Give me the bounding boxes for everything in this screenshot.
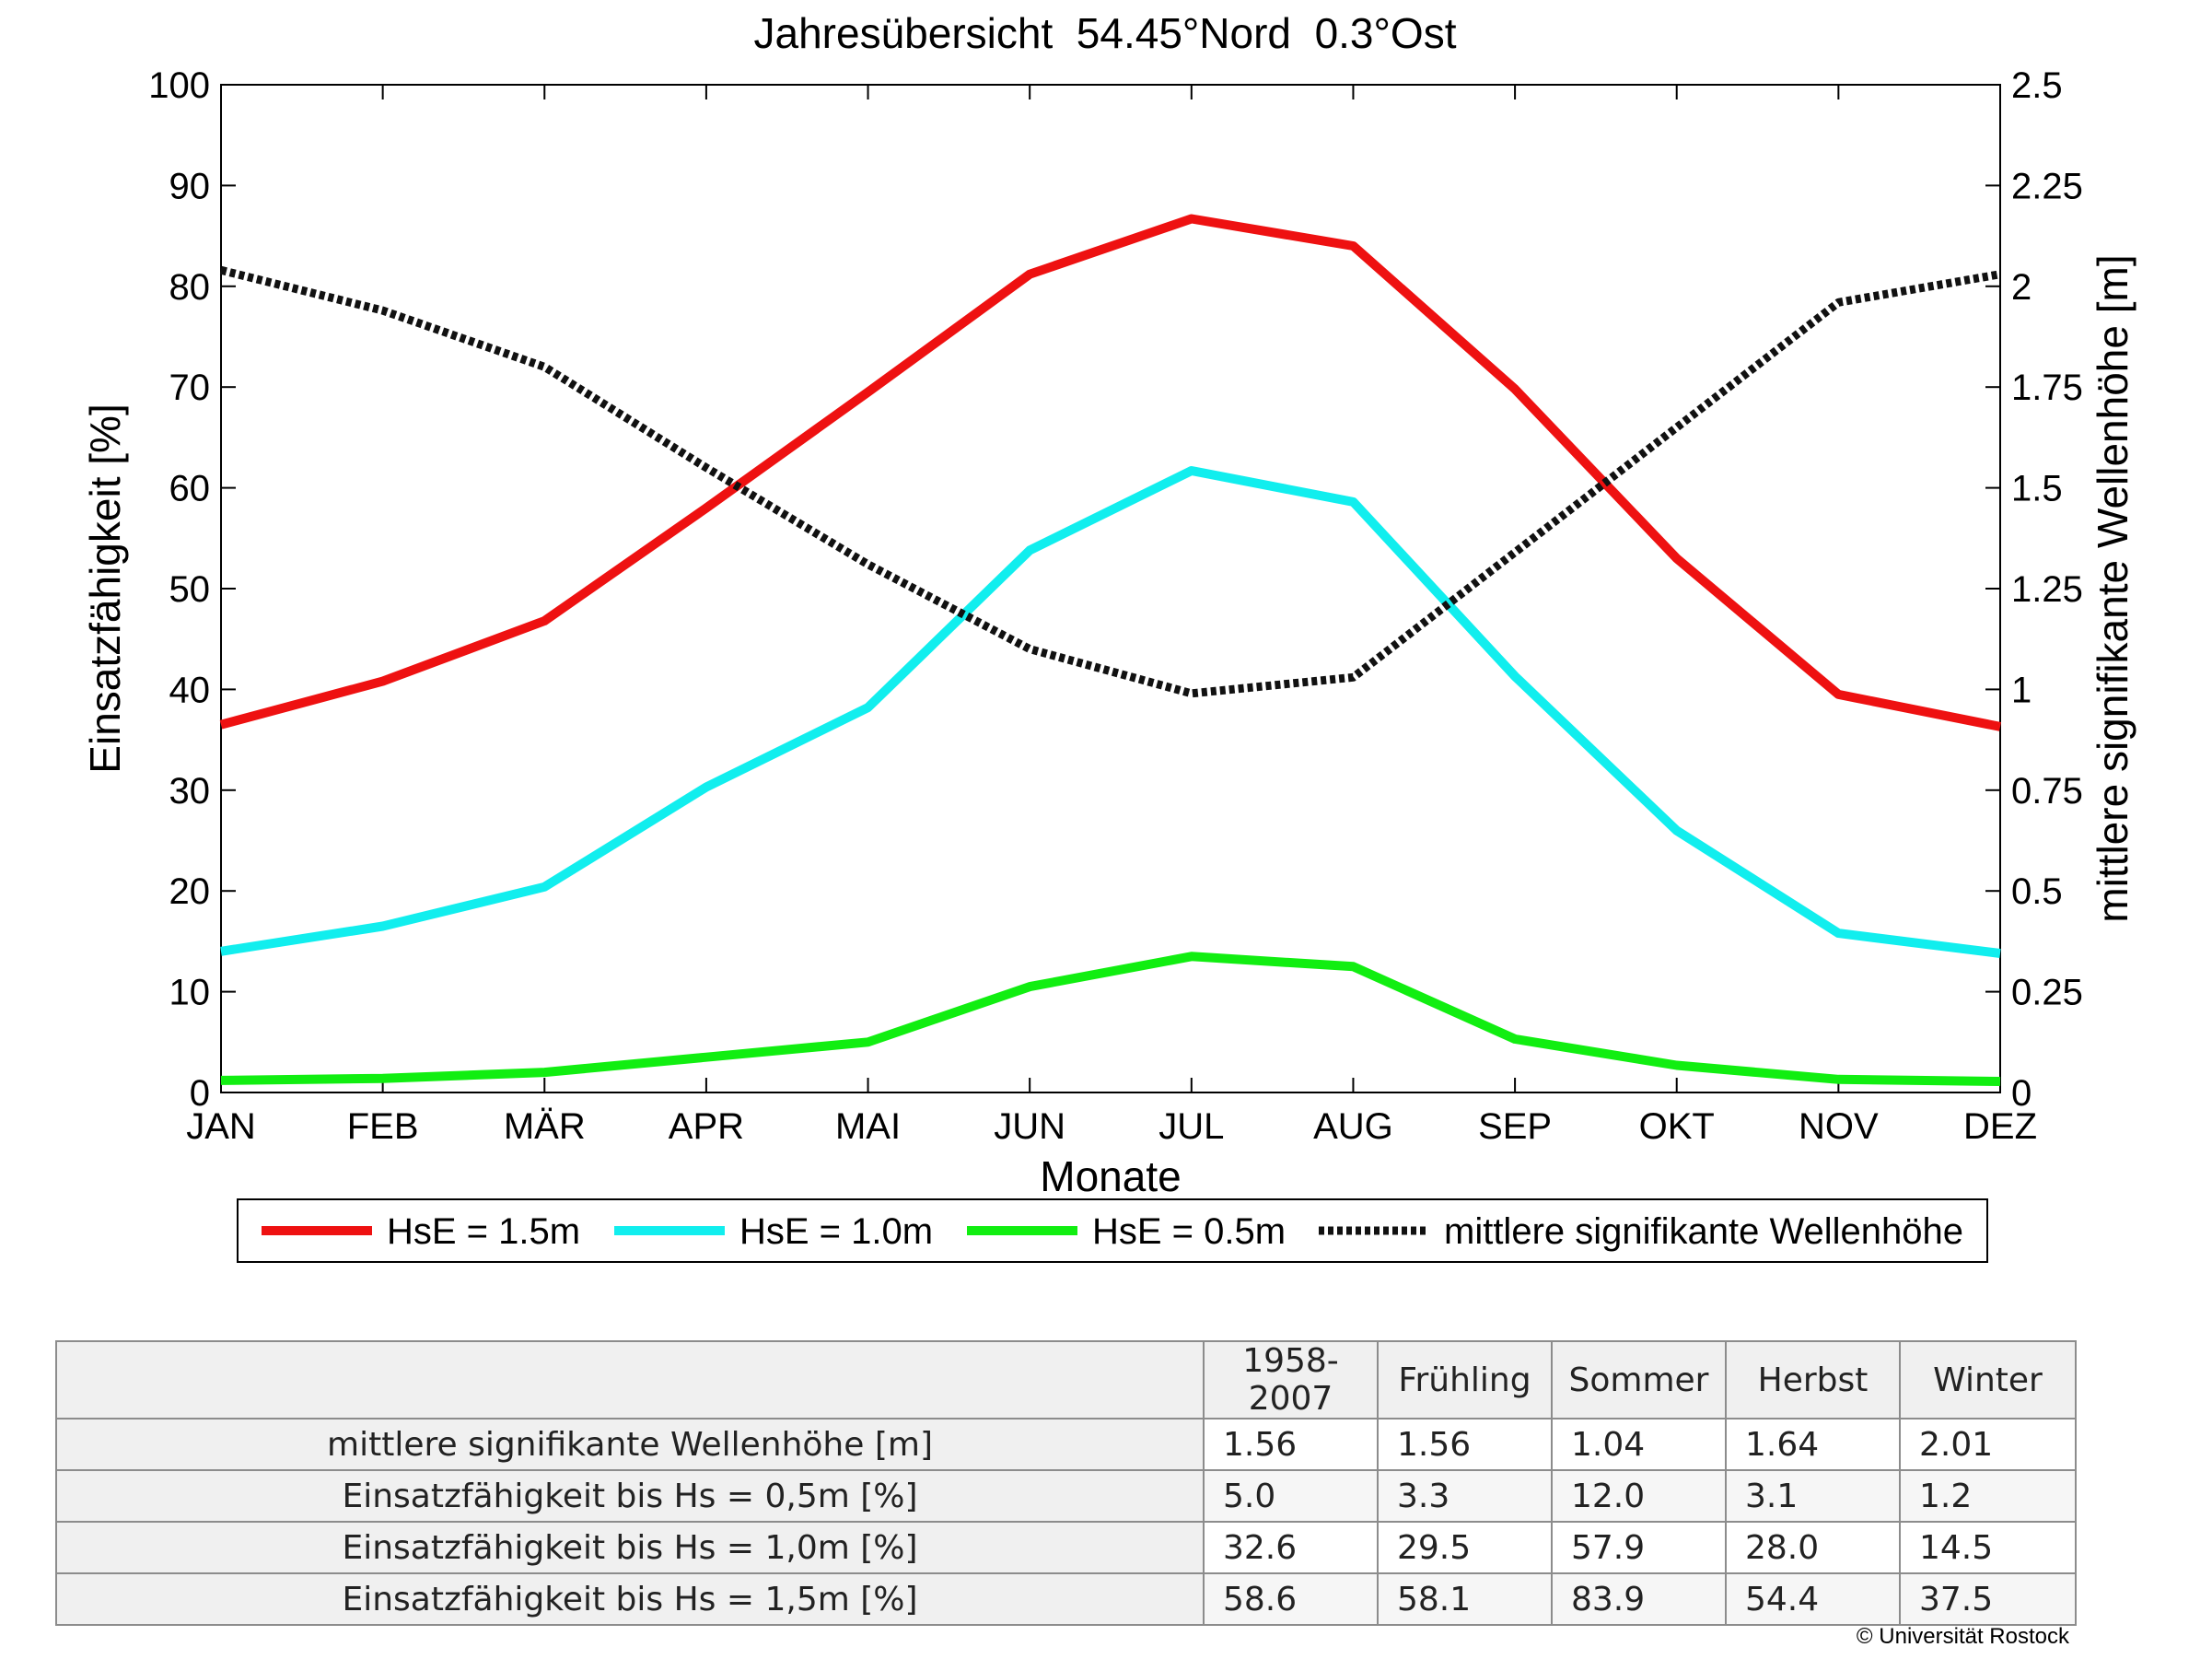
table-corner-cell [55, 1340, 1205, 1419]
table-cell: 3.3 [1377, 1469, 1553, 1523]
table-header-row: 1958-2007 Frühling Sommer Herbst Winter [55, 1340, 2077, 1419]
table-cell: 1.56 [1203, 1418, 1379, 1471]
table-cell: 32.6 [1203, 1521, 1379, 1574]
row-label: Einsatzfähigkeit bis Hs = 0,5m [%] [55, 1469, 1205, 1523]
y-axis-tick-labels: 0 10 20 30 40 50 60 70 80 90 100 [148, 65, 210, 1114]
y-tick-label: 0 [190, 1073, 210, 1114]
y2-tick-label: 2 [2011, 267, 2032, 308]
legend: HsE = 1.5m HsE = 1.0m HsE = 0.5m mittlere s… [262, 1211, 1963, 1252]
table-cell: 54.4 [1725, 1572, 1901, 1626]
y2-tick-label: 1.25 [2011, 569, 2083, 610]
table-row: Einsatzfähigkeit bis Hs = 1,5m [%] 58.6 … [55, 1572, 2077, 1626]
y-tick-label: 50 [169, 569, 211, 610]
x-tick-label: FEB [347, 1106, 419, 1147]
table-cell: 58.6 [1203, 1572, 1379, 1626]
table-cell: 37.5 [1899, 1572, 2077, 1626]
table-row: Einsatzfähigkeit bis Hs = 1,0m [%] 32.6 … [55, 1521, 2077, 1574]
row-label: Einsatzfähigkeit bis Hs = 1,5m [%] [55, 1572, 1205, 1626]
table-cell: 1.64 [1725, 1418, 1901, 1471]
table-cell: 28.0 [1725, 1521, 1901, 1574]
table-cell: 3.1 [1725, 1469, 1901, 1523]
y-tick-label: 40 [169, 670, 211, 710]
table-cell: 14.5 [1899, 1521, 2077, 1574]
y2-tick-label: 1.75 [2011, 368, 2083, 408]
y2-axis-tick-labels: 0 0.25 0.5 0.75 1 1.25 1.5 1.75 2 2.25 2.5 [2011, 65, 2083, 1114]
plot-area [220, 84, 2001, 1093]
table-cell: 1.56 [1377, 1418, 1553, 1471]
y-tick-label: 20 [169, 871, 211, 912]
y-tick-label: 70 [169, 368, 211, 408]
x-tick-label: APR [669, 1106, 744, 1147]
chart-title: Jahresübersicht 54.45°Nord 0.3°Ost [754, 9, 1457, 57]
series-line-3 [220, 952, 2001, 1086]
row-label: mittlere signifikante Wellenhöhe [m] [55, 1418, 1205, 1471]
y-tick-label: 30 [169, 771, 211, 812]
x-tick-label: JAN [186, 1106, 256, 1147]
table-cell: 29.5 [1377, 1521, 1553, 1574]
y-tick-label: 60 [169, 469, 211, 509]
y-tick-label: 100 [148, 65, 210, 106]
x-tick-label: MAI [835, 1106, 901, 1147]
table-row: mittlere signifikante Wellenhöhe [m] 1.5… [55, 1418, 2077, 1471]
table-row: Einsatzfähigkeit bis Hs = 0,5m [%] 5.0 3… [55, 1469, 2077, 1523]
y2-tick-label: 1.5 [2011, 469, 2063, 509]
table-cell: 12.0 [1551, 1469, 1727, 1523]
y2-tick-label: 0.75 [2011, 771, 2083, 812]
column-header: 1958-2007 [1203, 1340, 1379, 1419]
y-axis-label: Einsatzfähigkeit [%] [81, 403, 129, 773]
y2-tick-label: 2.5 [2011, 65, 2063, 106]
y2-tick-label: 2.25 [2011, 166, 2083, 206]
column-header: Herbst [1725, 1340, 1901, 1419]
y-tick-label: 10 [169, 973, 211, 1013]
x-tick-label: NOV [1799, 1106, 1879, 1147]
table-cell: 5.0 [1203, 1469, 1379, 1523]
x-tick-label: AUG [1313, 1106, 1393, 1147]
statistics-table: 1958-2007 Frühling Sommer Herbst Winter … [55, 1340, 2077, 1626]
table-cell: 58.1 [1377, 1572, 1553, 1626]
y-tick-label: 90 [169, 166, 211, 206]
legend-label: HsE = 0.5m [1092, 1211, 1286, 1252]
copyright-notice: © Universität Rostock [1856, 1624, 2069, 1649]
series-line-1 [219, 214, 2001, 731]
series-line-2 [220, 466, 2001, 958]
legend-label: HsE = 1.0m [739, 1211, 933, 1252]
x-tick-label: JUN [994, 1106, 1065, 1147]
table-cell: 1.04 [1551, 1418, 1727, 1471]
table-cell: 83.9 [1551, 1572, 1727, 1626]
column-header: Frühling [1377, 1340, 1553, 1419]
legend-label: HsE = 1.5m [387, 1211, 580, 1252]
y-tick-label: 80 [169, 267, 211, 308]
column-header: Winter [1899, 1340, 2077, 1419]
data-series [219, 214, 2001, 1086]
legend-label: mittlere signifikante Wellenhöhe [1444, 1211, 1963, 1252]
y2-axis-label: mittlere signifikante Wellenhöhe [m] [2089, 254, 2136, 922]
x-tick-label: MÄR [504, 1106, 586, 1147]
column-header: Sommer [1551, 1340, 1727, 1419]
table-cell: 1.2 [1899, 1469, 2077, 1523]
x-tick-label: OKT [1639, 1106, 1715, 1147]
chart: Jahresübersicht 54.45°Nord 0.3°Ost 01020… [81, 9, 2136, 1263]
x-tick-label: SEP [1478, 1106, 1552, 1147]
table-cell: 2.01 [1899, 1418, 2077, 1471]
row-label: Einsatzfähigkeit bis Hs = 1,0m [%] [55, 1521, 1205, 1574]
y2-tick-label: 0.25 [2011, 973, 2083, 1013]
y2-tick-label: 0.5 [2011, 871, 2063, 912]
table-cell: 57.9 [1551, 1521, 1727, 1574]
x-tick-label: DEZ [1963, 1106, 2037, 1147]
x-axis-tick-labels: JAN FEB MÄR APR MAI JUN JUL AUG SEP OKT NOV DEZ [186, 1106, 2037, 1147]
y2-tick-label: 1 [2011, 670, 2032, 710]
legend-box [237, 1198, 1988, 1263]
x-tick-label: JUL [1158, 1106, 1224, 1147]
y2-tick-label: 0 [2011, 1073, 2032, 1114]
x-axis-label: Monate [1040, 1152, 1181, 1200]
